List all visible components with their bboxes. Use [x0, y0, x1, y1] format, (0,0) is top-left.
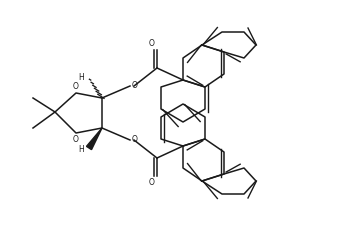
- Text: O: O: [73, 135, 79, 144]
- Polygon shape: [86, 128, 102, 150]
- Text: H: H: [78, 144, 84, 153]
- Text: H: H: [78, 72, 84, 81]
- Text: O: O: [132, 81, 138, 90]
- Text: O: O: [149, 39, 155, 48]
- Text: O: O: [149, 178, 155, 187]
- Text: O: O: [73, 82, 79, 91]
- Text: O: O: [132, 135, 138, 144]
